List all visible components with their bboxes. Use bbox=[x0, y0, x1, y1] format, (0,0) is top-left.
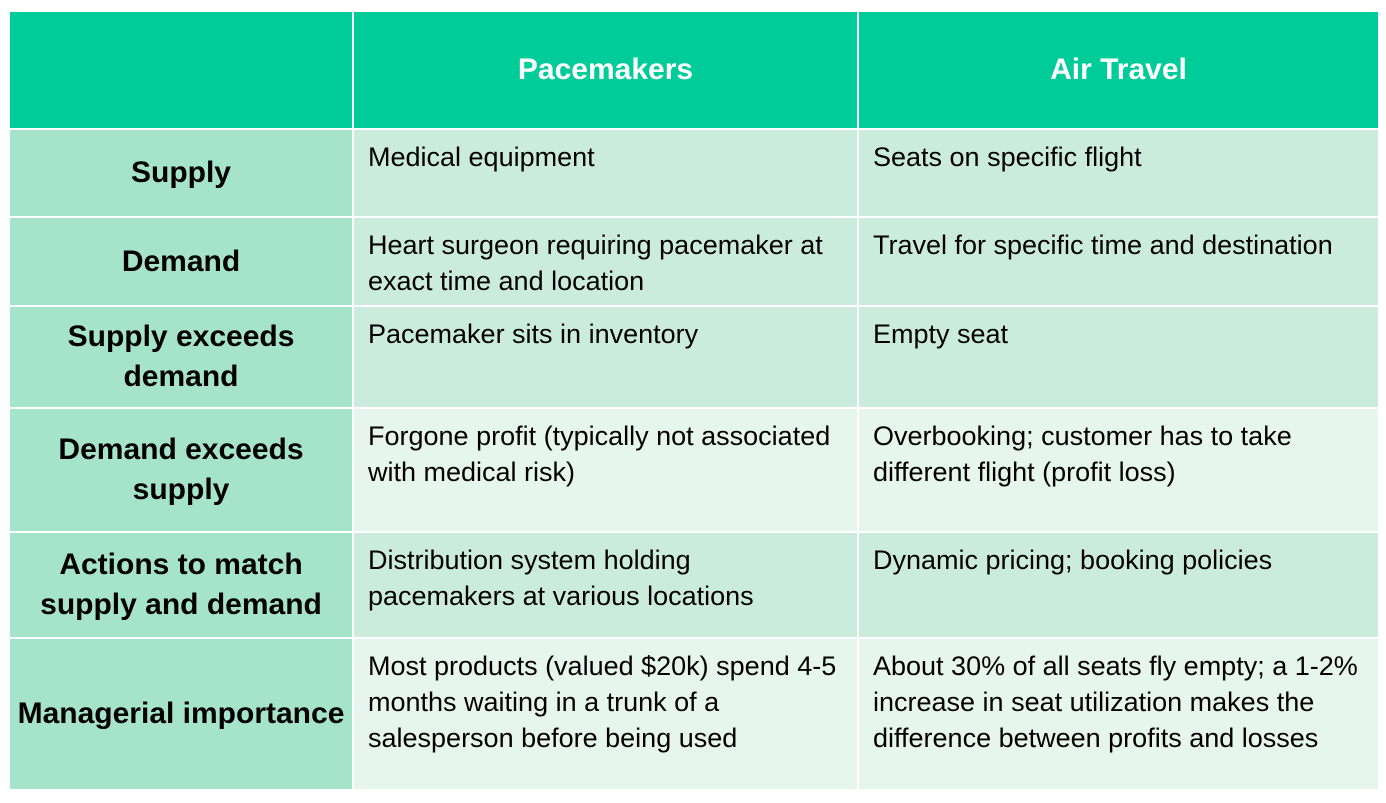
row-label: Supply bbox=[8, 128, 354, 218]
row-label: Demand exceeds supply bbox=[8, 407, 354, 533]
table-row-demand-exceeds-supply: Demand exceeds supply Forgone profit (ty… bbox=[8, 407, 1380, 533]
cell-air-travel: Dynamic pricing; booking policies bbox=[857, 531, 1380, 639]
cell-pacemakers: Forgone profit (typically not associated… bbox=[352, 407, 859, 533]
table-row-demand: Demand Heart surgeon requiring pacemaker… bbox=[8, 216, 1380, 307]
header-air-travel: Air Travel bbox=[857, 10, 1380, 130]
cell-air-travel: About 30% of all seats fly empty; a 1-2%… bbox=[857, 637, 1380, 791]
header-pacemakers: Pacemakers bbox=[352, 10, 859, 130]
table-row-managerial-importance: Managerial importance Most products (val… bbox=[8, 637, 1380, 791]
row-label: Supply exceeds demand bbox=[8, 305, 354, 409]
cell-pacemakers: Medical equipment bbox=[352, 128, 859, 218]
cell-air-travel: Travel for specific time and destination bbox=[857, 216, 1380, 307]
cell-air-travel: Empty seat bbox=[857, 305, 1380, 409]
cell-pacemakers: Heart surgeon requiring pacemaker at exa… bbox=[352, 216, 859, 307]
row-label: Managerial importance bbox=[8, 637, 354, 791]
cell-air-travel: Seats on specific flight bbox=[857, 128, 1380, 218]
header-corner-cell bbox=[8, 10, 354, 130]
table-header-row: Pacemakers Air Travel bbox=[8, 10, 1380, 130]
cell-pacemakers: Pacemaker sits in inventory bbox=[352, 305, 859, 409]
cell-pacemakers: Most products (valued $20k) spend 4-5 mo… bbox=[352, 637, 859, 791]
table-row-supply-exceeds-demand: Supply exceeds demand Pacemaker sits in … bbox=[8, 305, 1380, 409]
comparison-table: Pacemakers Air Travel Supply Medical equ… bbox=[8, 10, 1380, 791]
cell-air-travel: Overbooking; customer has to take differ… bbox=[857, 407, 1380, 533]
comparison-table-container: Pacemakers Air Travel Supply Medical equ… bbox=[8, 10, 1380, 791]
row-label: Actions to match supply and demand bbox=[8, 531, 354, 639]
table-row-supply: Supply Medical equipment Seats on specif… bbox=[8, 128, 1380, 218]
row-label: Demand bbox=[8, 216, 354, 307]
table-row-actions: Actions to match supply and demand Distr… bbox=[8, 531, 1380, 639]
cell-pacemakers: Distribution system holding pacemakers a… bbox=[352, 531, 859, 639]
